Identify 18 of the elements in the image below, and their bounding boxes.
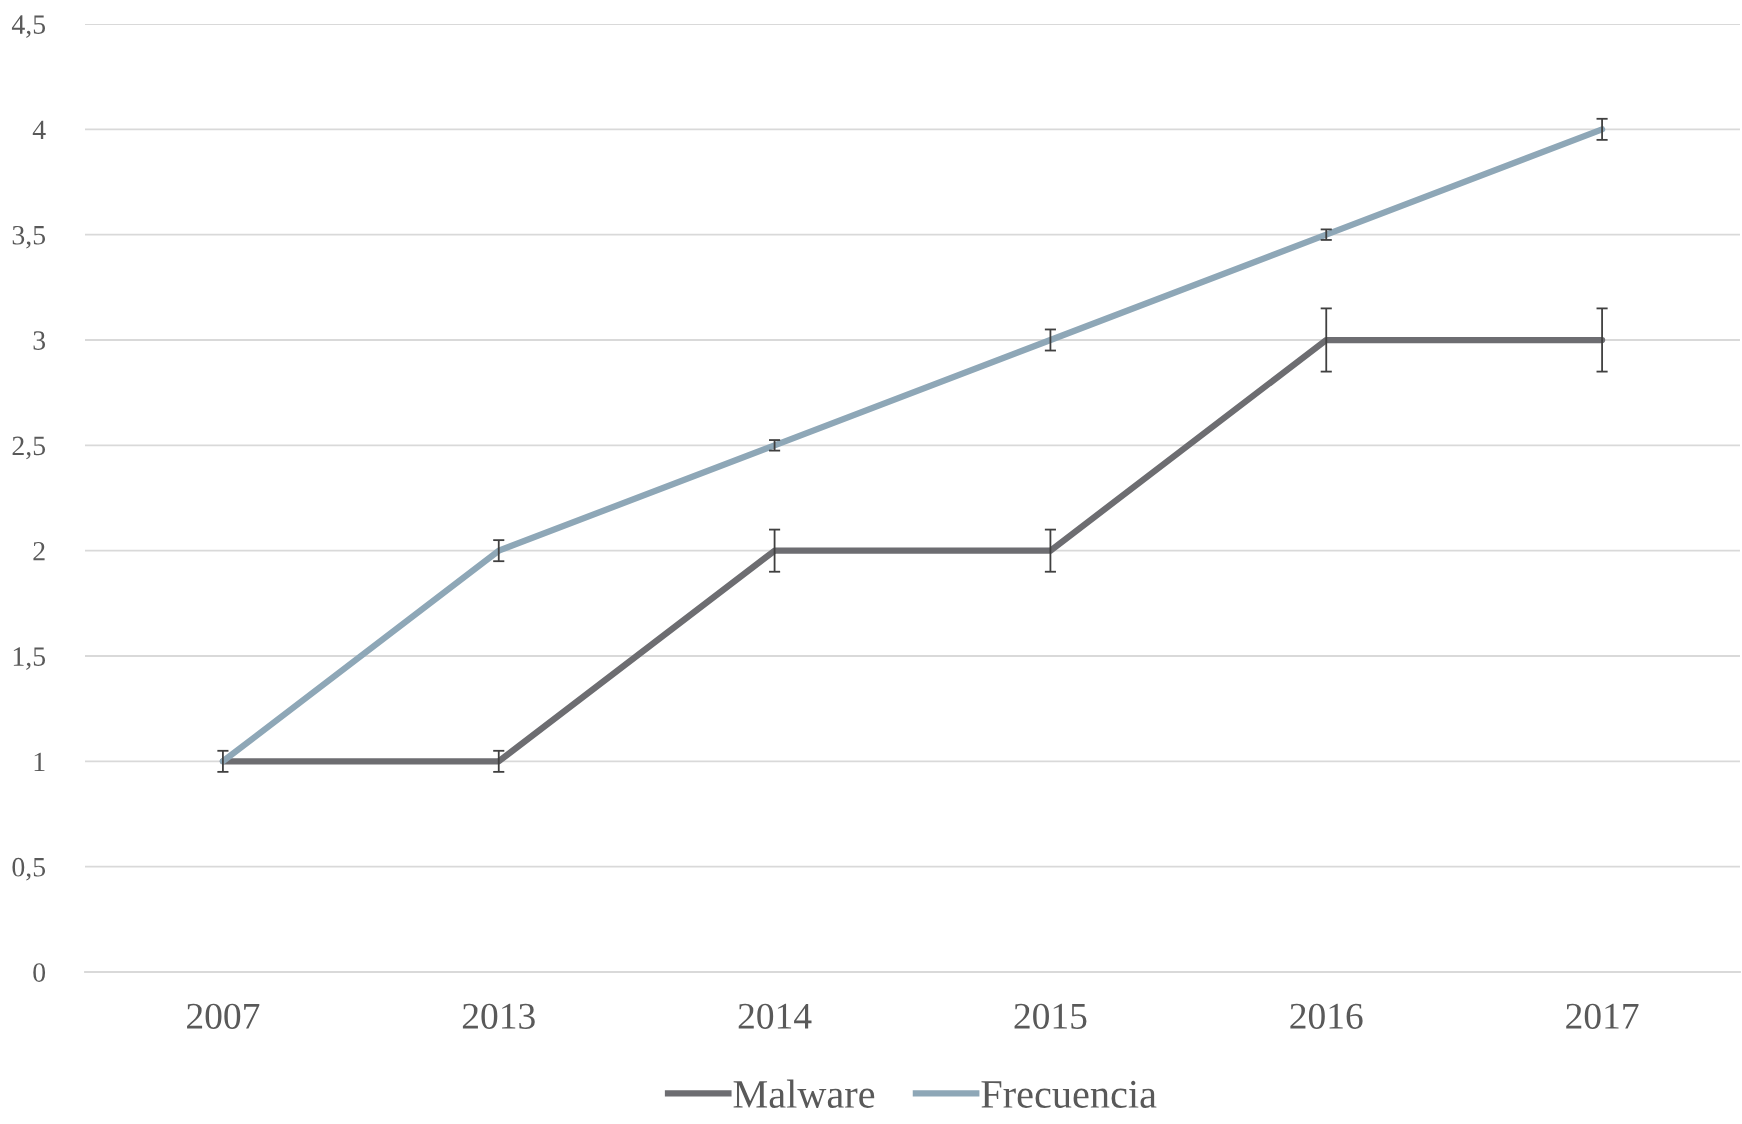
y-tick-label: 1 [34,752,45,771]
x-tick-label: 2016 [1290,1003,1363,1029]
y-tick-label: 2,5 [12,436,46,460]
y-tick-label: 2 [33,541,45,561]
x-tick-label: 2013 [462,1003,535,1029]
y-tick-label: 3,5 [12,225,46,249]
x-tick-label: 2015 [1014,1003,1087,1029]
y-tick-label: 1,5 [13,647,46,670]
x-tick-label: 2014 [738,1003,812,1029]
x-tick-label: 2007 [187,1003,260,1029]
legend-label: Frecuencia [981,1080,1157,1108]
x-tick-label: 2017 [1566,1003,1639,1029]
y-tick-label: 0,5 [12,857,46,881]
y-tick-label: 3 [33,331,46,350]
legend-label: Malware [733,1079,875,1108]
y-tick-label: 0 [33,963,46,982]
y-tick-label: 4 [32,120,46,139]
y-tick-label: 4,5 [11,15,46,38]
